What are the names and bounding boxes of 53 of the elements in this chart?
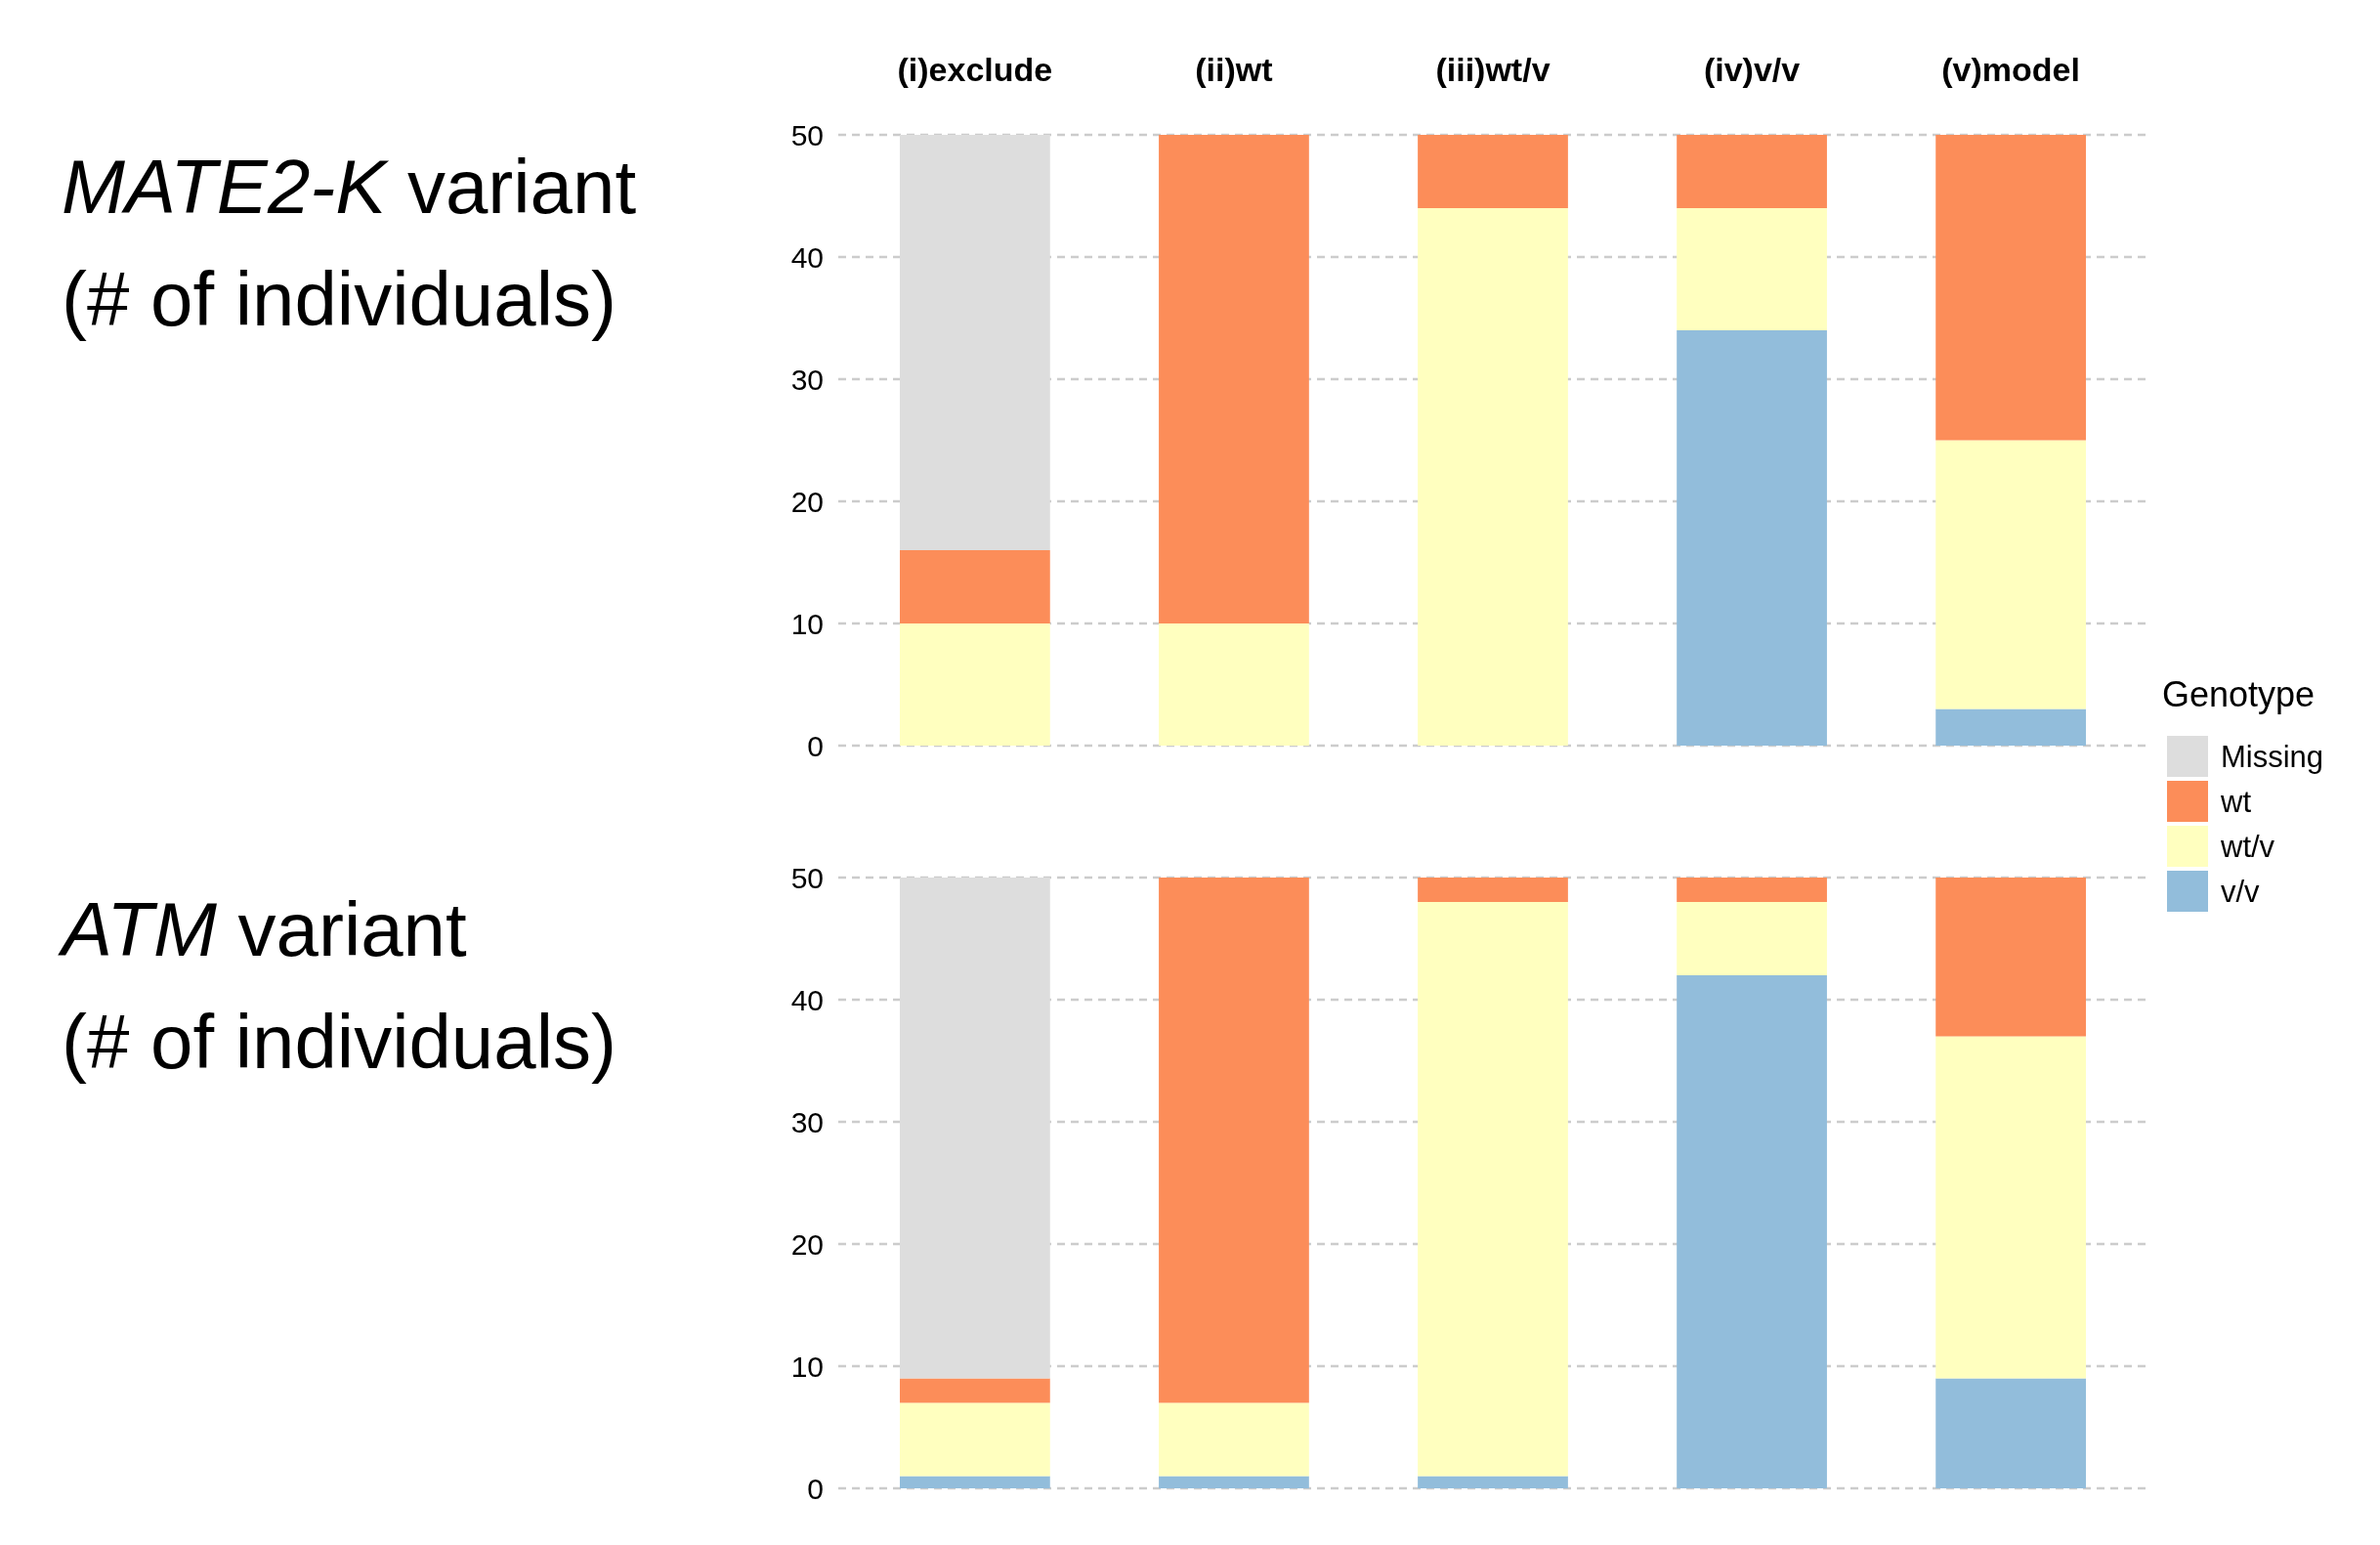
bar [1418, 1476, 1568, 1488]
bar [1935, 440, 2086, 709]
bar [1935, 1378, 2086, 1488]
y-tick-label: 0 [807, 1472, 824, 1505]
bar [1418, 902, 1568, 1477]
y-axis-title: MATE2-K variant (# of individuals) [62, 144, 637, 342]
x-tick-label: (v)model [1941, 51, 2080, 88]
y-tick-label: 40 [790, 240, 824, 274]
legend-label: Missing [2221, 739, 2324, 774]
bar [1935, 1036, 2086, 1379]
x-tick-label: (iv)v/v [1703, 51, 1801, 88]
bar [1418, 878, 1568, 902]
bar [1418, 208, 1568, 746]
legend-title: Genotype [2162, 674, 2316, 714]
bar [1677, 975, 1827, 1488]
bar [900, 550, 1050, 623]
bar [1159, 1402, 1309, 1477]
y-tick-label: 50 [790, 861, 824, 894]
y-tick-label: 30 [790, 1105, 824, 1138]
y-tick-label: 20 [790, 485, 824, 518]
x-tick-label: (iii)wt/v [1435, 51, 1551, 88]
bar [1677, 208, 1827, 330]
bar [900, 135, 1050, 550]
bar [1677, 878, 1827, 902]
y-tick-label: 30 [790, 363, 824, 396]
y-tick-label: 10 [790, 607, 824, 640]
y-axis-title: ATM variant (# of individuals) [58, 886, 616, 1085]
x-tick-label: (ii)wt [1195, 51, 1273, 88]
bar [900, 623, 1050, 746]
bar [1677, 902, 1827, 975]
x-tick-label: (i)exclude [897, 51, 1053, 88]
bar [1159, 878, 1309, 1403]
y-tick-label: 40 [790, 983, 824, 1016]
bar [1935, 708, 2086, 746]
bar [1159, 623, 1309, 746]
bar [1159, 135, 1309, 623]
bar [1935, 135, 2086, 441]
bar [900, 878, 1050, 1379]
bar [900, 1476, 1050, 1488]
legend-label: v/v [2221, 874, 2261, 909]
bar [1677, 330, 1827, 746]
bar [1935, 878, 2086, 1037]
bar [900, 1378, 1050, 1403]
legend-label: wt/v [2220, 829, 2275, 864]
bar [1418, 135, 1568, 208]
y-tick-label: 50 [790, 118, 824, 151]
y-tick-label: 20 [790, 1227, 824, 1261]
y-tick-label: 10 [790, 1350, 824, 1383]
bar [1677, 135, 1827, 208]
bar [1159, 1476, 1309, 1488]
bar [900, 1402, 1050, 1477]
y-tick-label: 0 [807, 729, 824, 762]
legend-label: wt [2220, 784, 2252, 819]
